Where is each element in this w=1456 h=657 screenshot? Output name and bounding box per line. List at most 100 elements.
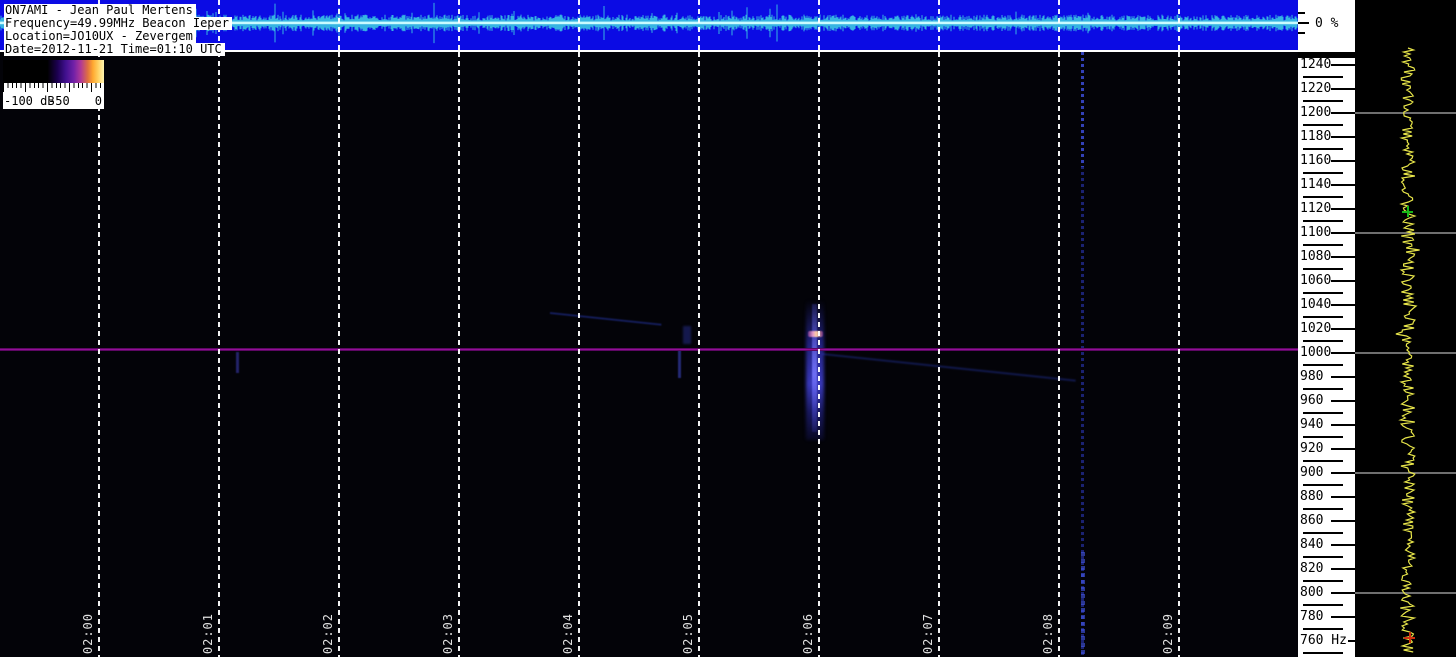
freq-tick-1020	[1331, 328, 1355, 330]
db-ruler-labels: -100 dB -50 0	[3, 94, 104, 109]
freq-tick-1100	[1331, 232, 1355, 234]
time-gridline-02:05	[698, 52, 700, 657]
freq-tick-minor-1130	[1303, 196, 1343, 198]
freq-label-1220: 1220	[1300, 81, 1332, 96]
freq-tick-minor-930	[1303, 436, 1343, 438]
weak-ping-0201	[236, 352, 239, 373]
meteor-ping-hotspot	[808, 331, 823, 337]
interference-streak	[1081, 52, 1084, 657]
freq-tick-minor-890	[1303, 484, 1343, 486]
doppler-trace-upper	[549, 312, 662, 326]
time-label-02:00: 02:00	[81, 612, 95, 654]
strip-gridline-02:07	[938, 0, 940, 50]
freq-tick-1060	[1331, 280, 1355, 282]
strip-gridline-02:08	[1058, 0, 1060, 50]
freq-tick-1040	[1331, 304, 1355, 306]
freq-tick-minor-970	[1303, 388, 1343, 390]
freq-tick-minor-790	[1303, 604, 1343, 606]
weak-ping-0205	[678, 350, 681, 378]
waterfall-spectrogram: 02:00 02:01 02:02 02:03 02:04 02:05 02:06 02:07…	[0, 52, 1298, 657]
time-gridline-02:04	[578, 52, 580, 657]
freq-tick-minor-1010	[1303, 340, 1343, 342]
freq-tick-940	[1331, 424, 1355, 426]
time-gridline-02:02	[338, 52, 340, 657]
freq-tick-880	[1331, 496, 1355, 498]
freq-tick-1140	[1331, 184, 1355, 186]
freq-tick-minor-1210	[1303, 100, 1343, 102]
percent-tick	[1298, 32, 1305, 34]
carrier-line-1000hz	[0, 348, 1298, 351]
freq-label-800: 800	[1300, 585, 1324, 600]
freq-tick-1200	[1331, 112, 1355, 114]
freq-tick-minor-1070	[1303, 268, 1343, 270]
time-gridline-02:09	[1178, 52, 1180, 657]
time-label-02:08: 02:08	[1041, 612, 1055, 654]
strip-gridline-02:03	[458, 0, 460, 50]
spectrum-trace	[1395, 47, 1420, 653]
time-gridline-02:07	[938, 52, 940, 657]
freq-label-760: 760 Hz	[1300, 633, 1347, 648]
freq-gridline-1200	[1355, 112, 1456, 114]
freq-tick-820	[1331, 568, 1355, 570]
freq-tick-minor-870	[1303, 508, 1343, 510]
freq-label-860: 860	[1300, 513, 1324, 528]
time-gridline-02:08	[1058, 52, 1060, 657]
freq-label-1180: 1180	[1300, 129, 1332, 144]
peak-marker-red-cross	[1404, 632, 1415, 644]
strip-gridline-02:02	[338, 0, 340, 50]
time-gridline-02:01	[218, 52, 220, 657]
freq-tick-minor-1030	[1303, 316, 1343, 318]
time-label-02:03: 02:03	[441, 612, 455, 654]
freq-label-960: 960	[1300, 393, 1324, 408]
freq-tick-980	[1331, 376, 1355, 378]
time-label-02:09: 02:09	[1161, 612, 1175, 654]
freq-label-1240: 1240	[1300, 58, 1332, 72]
percent-tick	[1298, 22, 1309, 24]
time-gridline-02:03	[458, 52, 460, 657]
station-callsign: ON7AMI - Jean Paul Mertens	[4, 4, 196, 17]
freq-label-920: 920	[1300, 441, 1324, 456]
time-gridline-02:00	[98, 52, 100, 657]
station-location: Location=JO10UX - Zevergem	[4, 30, 196, 43]
freq-tick-800	[1331, 592, 1355, 594]
interference-streak-bright-top	[1081, 52, 1084, 167]
freq-label-940: 940	[1300, 417, 1324, 432]
freq-tick-minor-1230	[1303, 76, 1343, 78]
freq-tick-960	[1331, 400, 1355, 402]
freq-tick-1000	[1331, 352, 1355, 354]
strip-gridline-02:09	[1178, 0, 1180, 50]
freq-tick-minor-1190	[1303, 124, 1343, 126]
freq-label-1160: 1160	[1300, 153, 1332, 168]
freq-label-1140: 1140	[1300, 177, 1332, 192]
freq-tick-900	[1331, 472, 1355, 474]
freq-tick-1180	[1331, 136, 1355, 138]
freq-label-1000: 1000	[1300, 345, 1332, 360]
db-ruler-ticks	[3, 83, 104, 94]
freq-label-980: 980	[1300, 369, 1324, 384]
percent-tick	[1298, 12, 1305, 14]
freq-tick-minor-830	[1303, 556, 1343, 558]
frequency-axis: 1240 1220 1200 1180 1160 1140 1120 1100 1080 1060…	[1298, 58, 1355, 657]
freq-gridline-800	[1355, 592, 1456, 594]
freq-tick-780	[1331, 616, 1355, 618]
time-label-02:01: 02:01	[201, 612, 215, 654]
freq-tick-minor-990	[1303, 364, 1343, 366]
freq-tick-minor-910	[1303, 460, 1343, 462]
freq-label-880: 880	[1300, 489, 1324, 504]
freq-gridline-900	[1355, 472, 1456, 474]
strip-gridline-02:06	[818, 0, 820, 50]
percent-label: 0 %	[1315, 16, 1339, 31]
freq-label-900: 900	[1300, 465, 1324, 480]
freq-tick-minor-1110	[1303, 220, 1343, 222]
meteor-ping-core	[812, 304, 817, 432]
db-color-legend: -100 dB -50 0	[3, 60, 104, 109]
station-datetime: Date=2012-11-21 Time=01:10 UTC	[4, 43, 225, 56]
freq-label-1100: 1100	[1300, 225, 1332, 240]
db-label-max: 0	[94, 94, 102, 108]
time-label-02:06: 02:06	[801, 612, 815, 654]
freq-tick-minor-770	[1303, 628, 1343, 630]
freq-label-1020: 1020	[1300, 321, 1332, 336]
strip-separator-line	[0, 50, 1298, 52]
freq-tick-1220	[1331, 88, 1355, 90]
